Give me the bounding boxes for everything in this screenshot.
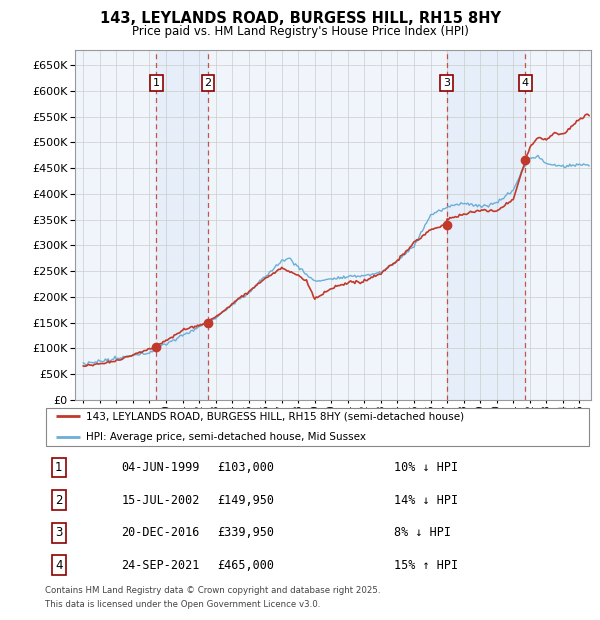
Text: 4: 4: [522, 78, 529, 88]
Text: £103,000: £103,000: [217, 461, 274, 474]
Text: Contains HM Land Registry data © Crown copyright and database right 2025.: Contains HM Land Registry data © Crown c…: [45, 586, 380, 595]
Text: £465,000: £465,000: [217, 559, 274, 572]
Text: This data is licensed under the Open Government Licence v3.0.: This data is licensed under the Open Gov…: [45, 600, 320, 609]
Text: 3: 3: [443, 78, 450, 88]
Text: 4: 4: [55, 559, 62, 572]
Text: 1: 1: [153, 78, 160, 88]
Text: 10% ↓ HPI: 10% ↓ HPI: [394, 461, 458, 474]
Text: £149,950: £149,950: [217, 494, 274, 507]
Text: 15-JUL-2002: 15-JUL-2002: [121, 494, 200, 507]
Text: 24-SEP-2021: 24-SEP-2021: [121, 559, 200, 572]
Text: 1: 1: [55, 461, 62, 474]
Text: 3: 3: [55, 526, 62, 539]
Text: 2: 2: [205, 78, 212, 88]
Text: 04-JUN-1999: 04-JUN-1999: [121, 461, 200, 474]
Text: 2: 2: [55, 494, 62, 507]
Text: 143, LEYLANDS ROAD, BURGESS HILL, RH15 8HY (semi-detached house): 143, LEYLANDS ROAD, BURGESS HILL, RH15 8…: [86, 412, 464, 422]
Text: HPI: Average price, semi-detached house, Mid Sussex: HPI: Average price, semi-detached house,…: [86, 432, 366, 441]
Text: £339,950: £339,950: [217, 526, 274, 539]
Bar: [446, 50, 526, 400]
Text: 14% ↓ HPI: 14% ↓ HPI: [394, 494, 458, 507]
Text: 15% ↑ HPI: 15% ↑ HPI: [394, 559, 458, 572]
Text: 143, LEYLANDS ROAD, BURGESS HILL, RH15 8HY: 143, LEYLANDS ROAD, BURGESS HILL, RH15 8…: [100, 11, 500, 26]
Text: Price paid vs. HM Land Registry's House Price Index (HPI): Price paid vs. HM Land Registry's House …: [131, 25, 469, 38]
Bar: [157, 50, 208, 400]
Text: 8% ↓ HPI: 8% ↓ HPI: [394, 526, 451, 539]
FancyBboxPatch shape: [46, 408, 589, 446]
Text: 20-DEC-2016: 20-DEC-2016: [121, 526, 200, 539]
